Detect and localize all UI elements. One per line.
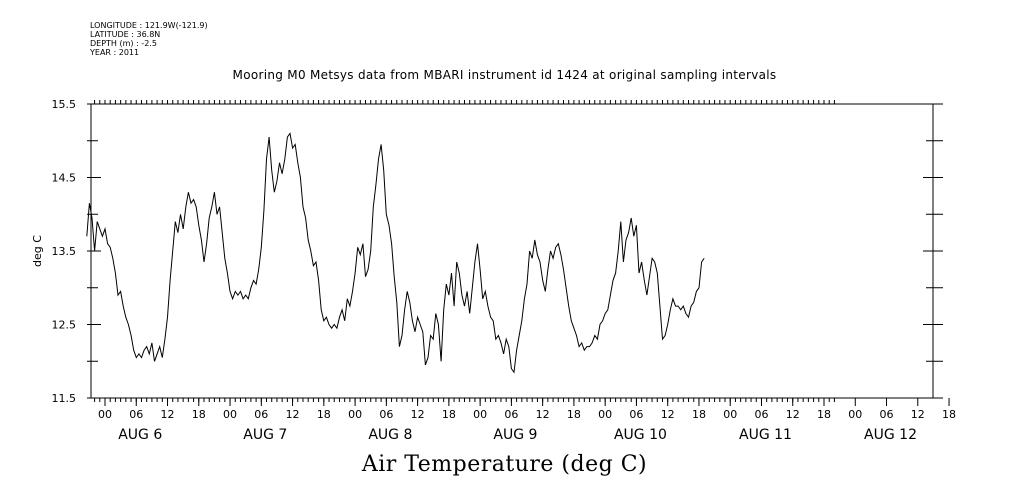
plot-frame bbox=[90, 103, 934, 399]
x-hour-tick-label: 18 bbox=[817, 408, 831, 421]
x-hour-tick-label: 18 bbox=[442, 408, 456, 421]
x-hour-tick-label: 00 bbox=[348, 408, 362, 421]
x-hour-tick-label: 00 bbox=[723, 408, 737, 421]
latitude-label: LATITUDE : 36.8N bbox=[90, 30, 161, 39]
x-hour-tick-label: 18 bbox=[942, 408, 956, 421]
y-tick-label: 12.5 bbox=[52, 319, 77, 332]
x-day-label: AUG 10 bbox=[614, 427, 667, 443]
x-day-label: AUG 8 bbox=[368, 427, 412, 443]
x-axis-title: Air Temperature (deg C) bbox=[361, 452, 648, 477]
tick-layer: 00 06 12 18 00 06 12 18 00 06 12 18 00 06 12 18 00 06 12 18… bbox=[52, 98, 957, 443]
x-hour-tick-label: 12 bbox=[786, 408, 800, 421]
x-hour-tick-label: 12 bbox=[411, 408, 425, 421]
x-hour-tick-label: 06 bbox=[379, 408, 393, 421]
x-hour-tick-label: 06 bbox=[504, 408, 518, 421]
x-day-label: AUG 11 bbox=[739, 427, 792, 443]
x-day-label: AUG 9 bbox=[493, 427, 537, 443]
x-hour-tick-label: 06 bbox=[254, 408, 268, 421]
air-temperature-line bbox=[86, 132, 705, 374]
x-hour-tick-label: 06 bbox=[629, 408, 643, 421]
x-hour-tick-label: 18 bbox=[192, 408, 206, 421]
y-tick-label: 13.5 bbox=[52, 245, 77, 258]
metadata-block: LONGITUDE : 121.9W(-121.9) LATITUDE : 36.… bbox=[90, 21, 208, 57]
x-hour-tick-label: 00 bbox=[223, 408, 237, 421]
x-day-label: AUG 12 bbox=[864, 427, 917, 443]
x-hour-tick-label: 12 bbox=[161, 408, 175, 421]
y-tick-label: 15.5 bbox=[52, 98, 77, 111]
x-hour-tick-label: 12 bbox=[911, 408, 925, 421]
x-hour-tick-label: 00 bbox=[473, 408, 487, 421]
longitude-label: LONGITUDE : 121.9W(-121.9) bbox=[90, 21, 208, 30]
y-axis-label: deg C bbox=[31, 235, 44, 267]
x-hour-tick-label: 18 bbox=[692, 408, 706, 421]
x-hour-tick-label: 18 bbox=[317, 408, 331, 421]
x-hour-tick-label: 00 bbox=[598, 408, 612, 421]
x-hour-tick-label: 12 bbox=[661, 408, 675, 421]
year-label: YEAR : 2011 bbox=[90, 48, 140, 57]
x-hour-tick-label: 06 bbox=[880, 408, 894, 421]
y-tick-label: 11.5 bbox=[52, 392, 77, 405]
chart-title: Mooring M0 Metsys data from MBARI instru… bbox=[232, 68, 777, 82]
x-day-label: AUG 7 bbox=[243, 427, 287, 443]
y-tick-label: 14.5 bbox=[52, 172, 77, 185]
x-hour-tick-label: 12 bbox=[286, 408, 300, 421]
x-hour-tick-label: 06 bbox=[754, 408, 768, 421]
x-day-label: AUG 6 bbox=[118, 427, 162, 443]
x-hour-tick-label: 12 bbox=[536, 408, 550, 421]
x-hour-tick-label: 18 bbox=[567, 408, 581, 421]
x-hour-tick-label: 00 bbox=[98, 408, 112, 421]
x-hour-tick-label: 06 bbox=[129, 408, 143, 421]
x-hour-tick-label: 00 bbox=[848, 408, 862, 421]
depth-label: DEPTH (m) : -2.5 bbox=[90, 39, 157, 48]
